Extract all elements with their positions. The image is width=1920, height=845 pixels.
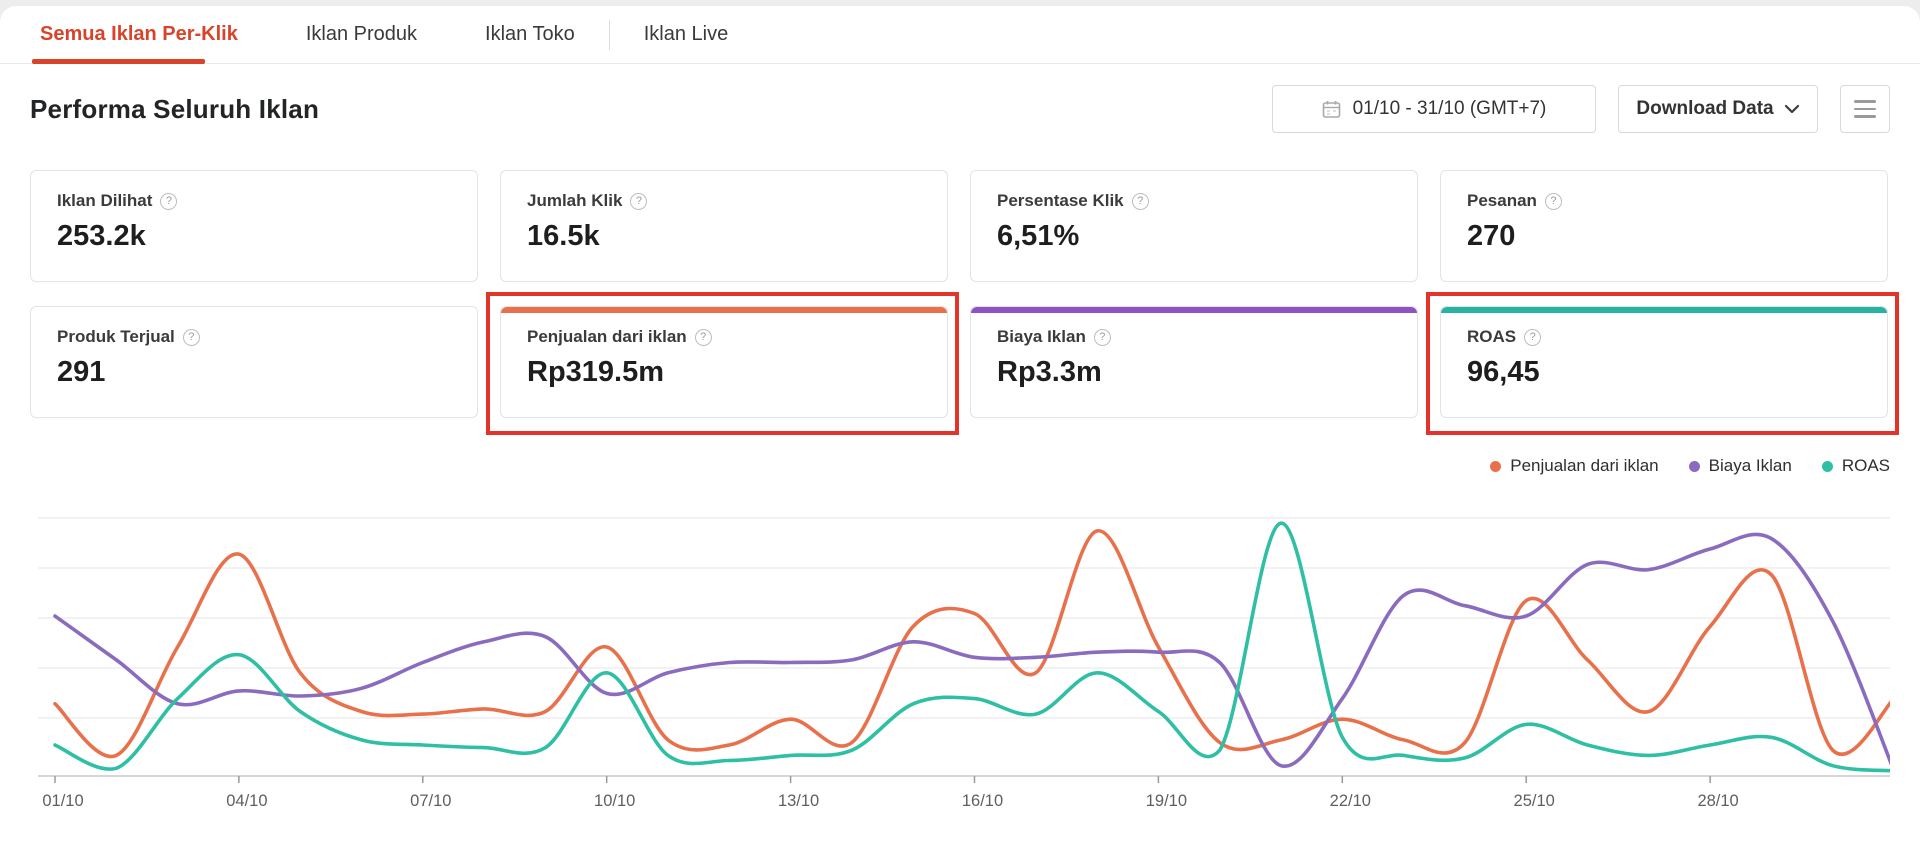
svg-text:16/10: 16/10: [962, 792, 1003, 810]
tab-bar: Semua Iklan Per-Klik Iklan Produk Iklan …: [0, 6, 1920, 64]
legend-item-roas[interactable]: ROAS: [1821, 456, 1890, 476]
performance-chart: 01/10 04/10 07/10 10/10 13/10 16/10 19/10 22/10…: [30, 492, 1890, 832]
metric-value: 6,51%: [997, 220, 1080, 252]
header-actions: 01/10 - 31/10 (GMT+7) Download Data: [1272, 85, 1890, 133]
svg-text:22/10: 22/10: [1330, 792, 1371, 810]
tab-iklan-produk[interactable]: Iklan Produk: [305, 23, 418, 45]
help-icon[interactable]: ?: [182, 328, 200, 346]
download-data-label: Download Data: [1636, 98, 1774, 119]
metric-card-iklan-dilihat: Iklan Dilihat? 253.2k: [30, 170, 478, 282]
card-accent-bar: [1441, 307, 1887, 313]
legend-label: ROAS: [1841, 456, 1890, 475]
metric-label: Persentase Klik: [997, 191, 1124, 210]
help-icon[interactable]: ?: [160, 192, 178, 210]
metric-card-jumlah-klik: Jumlah Klik? 16.5k: [500, 170, 948, 282]
metric-value: 291: [57, 356, 106, 388]
metric-label: Biaya Iklan: [997, 327, 1086, 346]
svg-text:19/10: 19/10: [1146, 792, 1187, 810]
page-header: Performa Seluruh Iklan 01/10 - 31/10 (GM…: [30, 84, 1890, 134]
svg-text:13/10: 13/10: [778, 792, 819, 810]
help-icon[interactable]: ?: [1544, 192, 1562, 210]
chart-settings-button[interactable]: [1840, 85, 1890, 133]
legend-label: Biaya Iklan: [1708, 456, 1792, 475]
tab-semua-iklan-per-klik[interactable]: Semua Iklan Per-Klik: [40, 23, 238, 45]
chart-legend: Penjualan dari iklan Biaya Iklan ROAS: [1490, 456, 1890, 476]
tab-iklan-toko[interactable]: Iklan Toko: [485, 23, 575, 45]
metric-value: Rp3.3m: [997, 356, 1102, 388]
svg-text:10/10: 10/10: [594, 792, 635, 810]
legend-dot-purple: [1688, 460, 1700, 472]
date-range-picker[interactable]: 01/10 - 31/10 (GMT+7): [1272, 85, 1596, 133]
legend-dot-orange: [1490, 460, 1502, 472]
svg-text:28/10: 28/10: [1697, 792, 1738, 810]
metric-card-penjualan-dari-iklan: Penjualan dari iklan? Rp319.5m: [486, 292, 959, 435]
menu-icon: [1854, 115, 1876, 118]
help-icon[interactable]: ?: [1524, 328, 1542, 346]
ads-dashboard-panel: Semua Iklan Per-Klik Iklan Produk Iklan …: [0, 6, 1920, 845]
download-data-button[interactable]: Download Data: [1618, 85, 1818, 133]
metric-card-pesanan: Pesanan? 270: [1440, 170, 1888, 282]
help-icon[interactable]: ?: [630, 192, 648, 210]
metric-value: 253.2k: [57, 220, 146, 252]
metric-label: Penjualan dari iklan: [527, 327, 687, 346]
metric-value: Rp319.5m: [527, 356, 665, 388]
help-icon[interactable]: ?: [1131, 192, 1149, 210]
metric-card-produk-terjual: Produk Terjual? 291: [30, 306, 478, 418]
tab-divider: [608, 19, 610, 50]
svg-text:25/10: 25/10: [1514, 792, 1555, 810]
metric-card-biaya-iklan: Biaya Iklan? Rp3.3m: [970, 306, 1418, 418]
metric-value: 270: [1467, 220, 1516, 252]
legend-item-biaya-iklan[interactable]: Biaya Iklan: [1688, 456, 1792, 476]
menu-icon: [1854, 107, 1876, 111]
metric-value: 16.5k: [527, 220, 600, 252]
chevron-down-icon: [1784, 104, 1800, 114]
menu-icon: [1854, 100, 1876, 103]
active-tab-underline: [32, 59, 205, 64]
metric-label: Jumlah Klik: [527, 191, 623, 210]
page-title: Performa Seluruh Iklan: [30, 93, 320, 124]
metric-label: ROAS: [1467, 327, 1517, 346]
metric-label: Iklan Dilihat: [57, 191, 153, 210]
card-accent-bar: [971, 307, 1417, 313]
help-icon[interactable]: ?: [694, 328, 712, 346]
tab-iklan-live[interactable]: Iklan Live: [643, 23, 729, 45]
svg-text:01/10: 01/10: [42, 792, 83, 810]
date-range-text: 01/10 - 31/10 (GMT+7): [1352, 98, 1547, 119]
card-accent-bar: [501, 307, 947, 313]
metric-card-roas: ROAS? 96,45: [1426, 292, 1899, 435]
legend-dot-teal: [1821, 460, 1833, 472]
metric-value: 96,45: [1467, 356, 1540, 388]
legend-label: Penjualan dari iklan: [1510, 456, 1659, 475]
calendar-icon: [1322, 100, 1341, 119]
metric-label: Pesanan: [1467, 191, 1537, 210]
line-chart-canvas: 01/10 04/10 07/10 10/10 13/10 16/10 19/10 22/10…: [38, 517, 1890, 810]
metric-card-persentase-klik: Persentase Klik? 6,51%: [970, 170, 1418, 282]
help-icon[interactable]: ?: [1093, 328, 1111, 346]
svg-text:07/10: 07/10: [410, 792, 451, 810]
metric-cards-grid: Iklan Dilihat? 253.2k Jumlah Klik? 16.5k…: [30, 170, 1899, 435]
legend-item-penjualan-dari-iklan[interactable]: Penjualan dari iklan: [1490, 456, 1659, 476]
metric-label: Produk Terjual: [57, 327, 175, 346]
svg-text:04/10: 04/10: [226, 792, 267, 810]
